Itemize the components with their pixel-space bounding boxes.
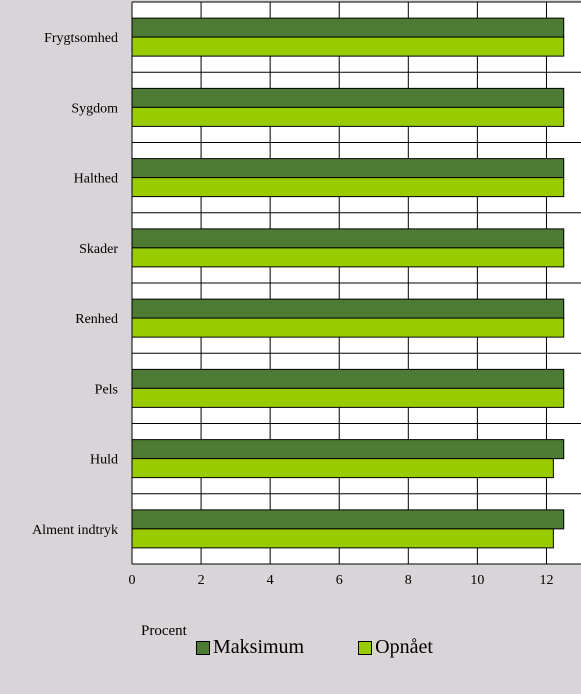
x-tick-label: 6 xyxy=(336,573,343,588)
x-tick-label: 0 xyxy=(129,573,136,588)
bar xyxy=(131,458,554,479)
legend-swatch-maksimum xyxy=(196,640,210,655)
bar xyxy=(131,228,565,249)
bar xyxy=(131,387,565,408)
legend-label-opnaet: Opnået xyxy=(375,636,433,658)
y-tick-label: Sygdom xyxy=(71,101,118,116)
x-tick-label: 10 xyxy=(470,573,484,588)
bar xyxy=(131,87,565,108)
bar xyxy=(131,106,565,127)
x-tick-label: 4 xyxy=(267,573,274,588)
x-tick-label: 12 xyxy=(539,573,553,588)
bar xyxy=(131,177,565,198)
y-tick-label: Halthed xyxy=(74,172,118,187)
bar xyxy=(131,509,565,530)
x-tick-label: 2 xyxy=(198,573,205,588)
bar xyxy=(131,528,554,549)
y-tick-label: Huld xyxy=(90,453,118,468)
bar xyxy=(131,368,565,389)
bar xyxy=(131,317,565,338)
bar xyxy=(131,439,565,460)
y-tick-label: Renhed xyxy=(75,312,118,327)
legend-item-maksimum: Maksimum xyxy=(196,636,304,659)
legend: Maksimum Opnået xyxy=(196,636,433,659)
bar xyxy=(131,247,565,268)
bar xyxy=(131,158,565,179)
bar xyxy=(131,36,565,57)
y-tick-label: Alment indtryk xyxy=(32,523,118,538)
x-tick-label: 8 xyxy=(405,573,412,588)
legend-item-opnaet: Opnået xyxy=(358,636,433,659)
x-axis-label: Procent xyxy=(141,623,187,639)
bar xyxy=(131,298,565,319)
legend-swatch-opnaet xyxy=(358,640,373,655)
y-tick-label: Skader xyxy=(79,242,118,257)
y-tick-label: Frygtsomhed xyxy=(44,31,118,46)
bar xyxy=(131,17,565,38)
y-tick-label: Pels xyxy=(95,382,118,397)
legend-label-maksimum: Maksimum xyxy=(213,636,305,658)
